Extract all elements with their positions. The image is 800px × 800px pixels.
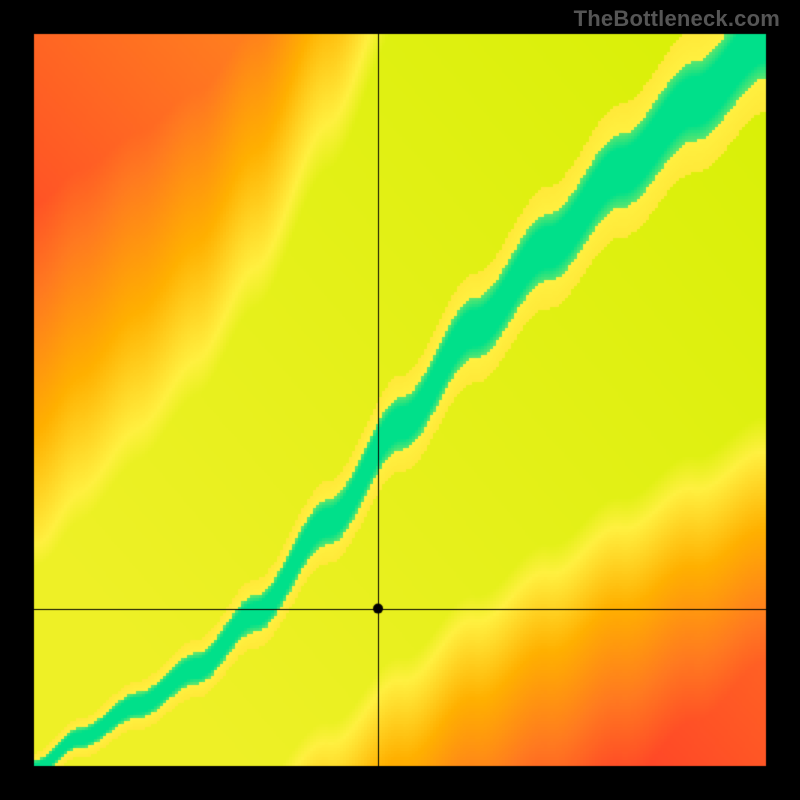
- watermark-text: TheBottleneck.com: [574, 6, 780, 32]
- chart-container: TheBottleneck.com: [0, 0, 800, 800]
- bottleneck-heatmap: [0, 0, 800, 800]
